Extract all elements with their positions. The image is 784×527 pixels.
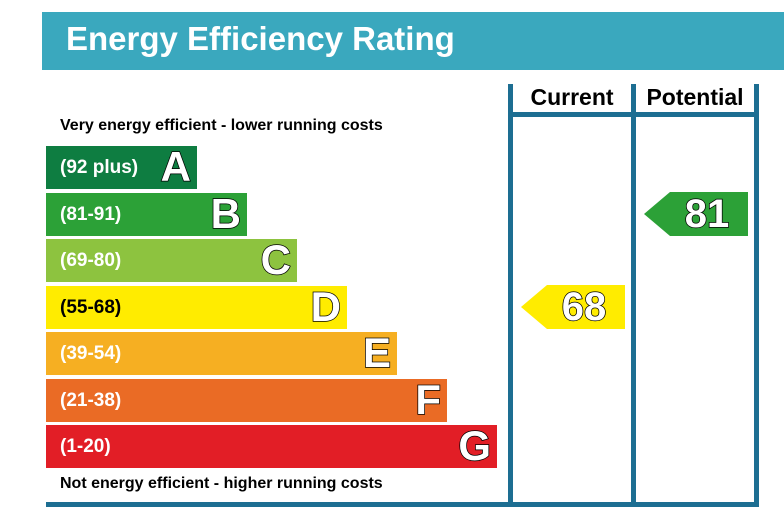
potential-rating-pointer: 81 (644, 191, 748, 237)
band-b: (81-91) B (46, 189, 247, 237)
frame-line-left (508, 84, 513, 506)
band-f-range: (21-38) (60, 389, 122, 411)
band-e-range: (39-54) (60, 343, 122, 364)
band-d-range: (55-68) (60, 296, 122, 318)
bottom-caption: Not energy efficient - higher running co… (60, 475, 383, 492)
band-f: (21-38) F (46, 375, 447, 423)
band-c: (69-80) C (46, 236, 297, 284)
header-divider (508, 112, 759, 117)
band-f-letter: F (415, 375, 442, 423)
band-a-range: (92 plus) (60, 157, 139, 178)
band-c-letter: C (260, 236, 292, 284)
top-caption: Very energy efficient - lower running co… (60, 117, 383, 134)
band-d: (55-68) D (46, 282, 347, 330)
band-a: (92 plus) A (46, 143, 197, 191)
current-column-header: Current (530, 84, 614, 110)
band-g: (1-20) G (46, 422, 497, 470)
frame-line-middle (631, 84, 636, 506)
band-c-range: (69-80) (60, 250, 122, 271)
potential-column-header: Potential (646, 84, 744, 110)
band-d-letter: D (310, 282, 342, 330)
band-g-range: (1-20) (60, 436, 111, 457)
band-b-letter: B (210, 189, 242, 237)
current-pointer-arrow (521, 284, 625, 329)
current-rating-pointer: 68 (521, 284, 625, 330)
band-b-range: (81-91) (60, 203, 122, 225)
frame-line-bottom (46, 502, 759, 507)
current-rating-value: 68 (561, 284, 607, 330)
potential-rating-value: 81 (684, 191, 730, 237)
potential-pointer-arrow (644, 191, 748, 236)
band-e-letter: E (362, 329, 392, 377)
band-a-letter: A (160, 143, 192, 191)
band-g-letter: G (458, 422, 492, 470)
title-bar: Energy Efficiency Rating (42, 12, 784, 70)
potential-pointer-shape (644, 191, 748, 236)
chart-title: Energy Efficiency Rating (66, 20, 455, 57)
current-pointer-shape (521, 284, 625, 329)
frame-line-right (754, 84, 759, 506)
band-e: (39-54) E (46, 329, 397, 377)
